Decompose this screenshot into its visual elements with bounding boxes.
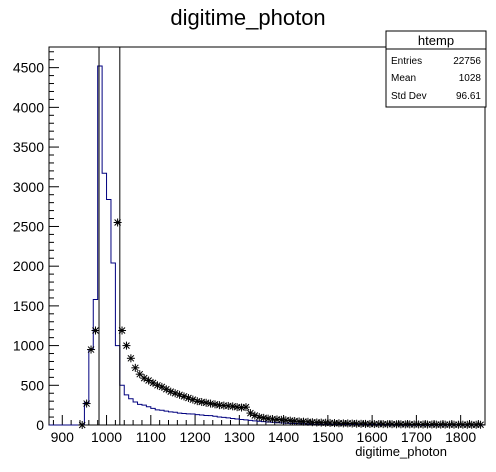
y-tick-label: 2000 bbox=[13, 258, 44, 274]
x-tick-label: 1800 bbox=[445, 429, 476, 445]
data-point-marker bbox=[91, 327, 99, 335]
y-tick-label: 3500 bbox=[13, 139, 44, 155]
stats-box-name: htemp bbox=[418, 33, 454, 48]
y-tick-label: 2500 bbox=[13, 218, 44, 234]
y-tick-label: 1000 bbox=[13, 338, 44, 354]
y-tick-label: 500 bbox=[21, 377, 45, 393]
data-point-marker bbox=[477, 421, 485, 429]
chart-title: digitime_photon bbox=[170, 5, 325, 30]
x-tick-label: 900 bbox=[51, 429, 75, 445]
y-tick-label: 1500 bbox=[13, 298, 44, 314]
data-point-marker bbox=[114, 219, 122, 227]
x-tick-label: 1700 bbox=[401, 429, 432, 445]
data-point-marker bbox=[127, 354, 135, 362]
data-point-marker bbox=[242, 403, 250, 411]
x-tick-label: 1000 bbox=[91, 429, 122, 445]
stats-entries-value: 22756 bbox=[453, 56, 481, 67]
y-tick-label: 0 bbox=[36, 417, 44, 433]
x-tick-label: 1600 bbox=[357, 429, 388, 445]
data-point-marker bbox=[83, 400, 91, 408]
stats-stddev-label: Std Dev bbox=[391, 91, 427, 102]
stats-entries-label: Entries bbox=[391, 56, 422, 67]
data-point-marker bbox=[131, 364, 139, 372]
data-point-marker bbox=[78, 421, 86, 429]
data-point-marker bbox=[87, 346, 95, 354]
data-point-marker bbox=[122, 342, 130, 350]
x-axis-title: digitime_photon bbox=[355, 444, 447, 459]
data-point-marker bbox=[118, 327, 126, 335]
x-tick-label: 1300 bbox=[224, 429, 255, 445]
x-tick-label: 1500 bbox=[312, 429, 343, 445]
x-tick-label: 1200 bbox=[179, 429, 210, 445]
stats-stddev-value: 96.61 bbox=[456, 91, 481, 102]
y-tick-label: 4500 bbox=[13, 60, 44, 76]
stats-box: htemp Entries 22756 Mean 1028 Std Dev 96… bbox=[386, 31, 486, 107]
y-tick-label: 4000 bbox=[13, 99, 44, 115]
x-tick-label: 1100 bbox=[136, 429, 166, 445]
stats-mean-value: 1028 bbox=[459, 73, 482, 84]
y-tick-label: 3000 bbox=[13, 179, 44, 195]
x-tick-label: 1400 bbox=[268, 429, 299, 445]
stats-mean-label: Mean bbox=[391, 73, 416, 84]
